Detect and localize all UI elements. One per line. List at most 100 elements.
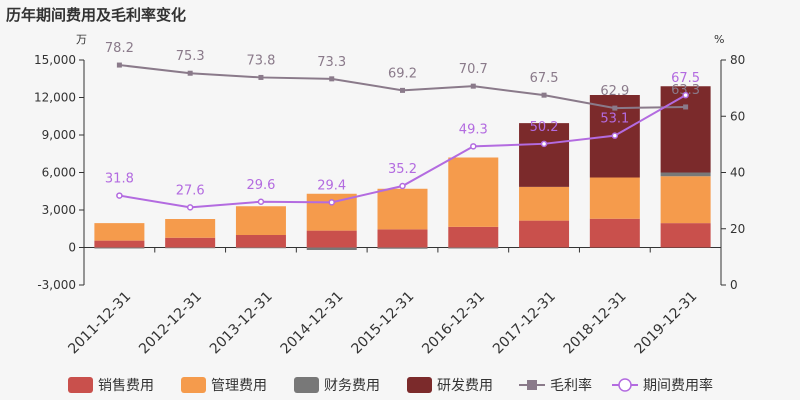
data-label: 78.2 (105, 41, 134, 56)
line-point (540, 140, 548, 148)
x-axis-tick-label: 2017-12-31 (490, 289, 559, 358)
x-axis-tick-label: 2011-12-31 (65, 289, 134, 358)
legend-label: 管理费用 (211, 378, 267, 394)
axes: -3,000 0 3,000 6,000 9,000 12,000 15,000 0 20 40 6… (34, 53, 745, 292)
bar-segment (306, 247, 357, 250)
bar-segment (377, 229, 428, 248)
right-axis-tick-label: 80 (730, 53, 745, 67)
line-point (541, 92, 547, 98)
bar-segment (448, 157, 499, 227)
bar-segment (94, 247, 145, 249)
line-point (682, 91, 689, 99)
data-label: 69.2 (388, 66, 417, 81)
bar-segment (660, 172, 711, 177)
line-point (399, 182, 406, 190)
data-label: 67.5 (530, 71, 559, 86)
data-label: 62.9 (600, 84, 629, 99)
x-axis-tick-label: 2014-12-31 (278, 289, 347, 358)
bar-segment (377, 188, 428, 230)
bar-segment (519, 186, 570, 221)
data-label: 31.8 (105, 172, 134, 187)
data-label: 29.6 (246, 178, 275, 193)
bar-segment (660, 223, 711, 248)
line-layer: 78.2 75.3 73.8 73.3 69.2 70.7 67.5 62.9 63.3 31.8… (105, 41, 700, 211)
data-label: 35.2 (388, 162, 417, 177)
line-point (257, 198, 265, 205)
x-axis-ticks: 2011-12-31 2012-12-31 2013-12-31 2014-12-31… (65, 289, 700, 358)
left-axis-tick-label: 15,000 (34, 53, 76, 67)
x-axis-tick-label: 2016-12-31 (419, 289, 488, 358)
bar-segment (94, 240, 145, 248)
line-point (187, 70, 193, 76)
legend-swatch (407, 377, 432, 393)
left-axis-tick-label: 3,000 (42, 203, 76, 217)
x-axis-tick-label: 2012-12-31 (136, 289, 205, 358)
bar-segment (519, 220, 570, 248)
data-label: 49.3 (459, 122, 488, 137)
line-point (116, 192, 123, 199)
bar-segment (448, 247, 499, 249)
line-point (470, 83, 476, 89)
x-axis-tick-label: 2015-12-31 (348, 289, 417, 358)
left-axis-tick-label: 9,000 (42, 128, 76, 142)
line-point (470, 143, 477, 150)
bar-segment (235, 206, 286, 235)
data-label: 70.7 (459, 62, 488, 77)
line-point (612, 105, 618, 111)
bar-segment (377, 247, 428, 249)
bar-segment (235, 235, 286, 248)
line-point (328, 199, 335, 206)
data-label: 75.3 (176, 49, 205, 64)
line-point (683, 104, 689, 110)
data-label: 67.5 (671, 71, 700, 86)
legend-swatch (294, 377, 319, 393)
right-axis-tick-label: 20 (730, 222, 745, 236)
line-point (611, 132, 619, 139)
bar-segment (589, 177, 640, 219)
data-label: 73.8 (246, 53, 275, 68)
bar-segment (165, 237, 216, 248)
legend-label: 研发费用 (437, 378, 493, 394)
bar-segment (165, 219, 216, 238)
legend-label: 毛利率 (550, 377, 592, 394)
bar-segment (306, 230, 357, 248)
legend-label: 期间费用率 (643, 377, 713, 394)
line-point (258, 74, 264, 80)
legend-label: 销售费用 (98, 378, 154, 394)
x-axis-tick-label: 2019-12-31 (632, 289, 701, 358)
left-axis-tick-label: 0 (68, 241, 76, 255)
left-axis-tick-label: 6,000 (42, 166, 76, 180)
line-point (329, 76, 335, 82)
line-point (186, 204, 194, 211)
legend-swatch (68, 377, 93, 393)
data-label: 50.2 (530, 120, 559, 135)
left-axis-tick-label: 12,000 (34, 91, 76, 105)
chart-title: 历年期间费用及毛利率变化 (6, 6, 186, 24)
x-axis-tick-label: 2013-12-31 (207, 289, 276, 358)
line-point (400, 87, 405, 93)
legend-swatch (181, 377, 206, 393)
bar-segment (235, 247, 286, 249)
bar-segment (589, 218, 640, 248)
left-axis-unit: 万 (76, 33, 87, 46)
right-axis-tick-label: 40 (730, 166, 745, 180)
line-point (116, 62, 122, 68)
bar-segment (660, 176, 711, 224)
data-label: 27.6 (176, 183, 205, 198)
left-axis-tick-label: -3,000 (37, 278, 76, 292)
legend-marker (618, 378, 632, 392)
right-axis-tick-label: 60 (730, 109, 745, 123)
bar-segment (519, 123, 570, 187)
bar-segment (660, 86, 711, 173)
right-axis-tick-label: 0 (730, 278, 738, 292)
x-axis-tick-label: 2018-12-31 (561, 289, 630, 358)
legend-marker (527, 380, 537, 390)
data-label: 63.3 (671, 83, 700, 98)
legend: 销售费用 管理费用 财务费用 研发费用 毛利率 期间费用率 (68, 377, 713, 394)
right-axis-unit: % (714, 33, 724, 46)
bar-segment (165, 247, 216, 249)
legend-label: 财务费用 (324, 378, 380, 394)
data-label: 73.3 (317, 55, 346, 70)
bar-segment (448, 226, 499, 248)
